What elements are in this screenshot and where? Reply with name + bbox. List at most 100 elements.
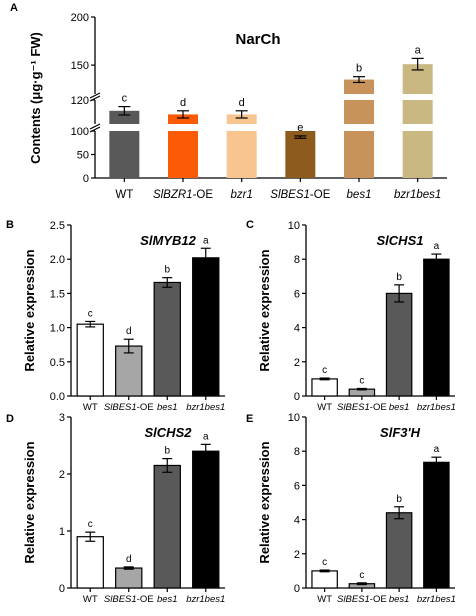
significance-letter: c [122, 93, 128, 105]
x-tick-label: bzr1bes1 [394, 189, 441, 201]
panel-b-y-tick-label: 0.0 [50, 391, 65, 403]
panel-e-y-tick-label: 10 [288, 412, 300, 424]
panel-d-bar-3 [153, 464, 181, 589]
panel-d-y-tick-label: 1 [59, 526, 65, 538]
panel-c-bar-4 [423, 258, 450, 397]
panel-e-y-tick-label: 6 [294, 480, 300, 492]
panel-b-x-tick-label: bes1 [157, 402, 178, 413]
x-tick-label: bes1 [347, 189, 372, 201]
panel-c-bar-3 [385, 292, 413, 397]
panel-d-x-tick-label: bes1 [157, 594, 178, 605]
y-tick-label: 100 [71, 126, 89, 138]
panel-c-significance-letter: c [322, 365, 327, 376]
panel-d-x-tick-label: WT [83, 594, 98, 605]
panel-e-x-tick-label: bes1 [389, 594, 410, 605]
panel-e-y-tick-label: 0 [294, 583, 300, 595]
panel-c-bar-1 [311, 378, 338, 397]
panel-c-title: SlCHS1 [377, 233, 424, 248]
panel-e-title: SlF3'H [380, 425, 421, 440]
panel-e-significance-letter: c [359, 570, 364, 581]
bar-6-lower [402, 131, 433, 178]
bar-5-upper [344, 79, 374, 94]
bar-2-upper [168, 114, 198, 124]
panel-c-significance-letter: a [434, 241, 440, 252]
bar-3-upper [226, 114, 257, 124]
panel-e-label: E [246, 413, 253, 425]
panel-b-significance-letter: d [126, 326, 132, 337]
panel-d-y-tick-label: 0 [59, 583, 65, 595]
panel-e-x-tick-label: SlBES1-OE [337, 594, 387, 605]
panel-b-bar-1 [76, 323, 104, 397]
panel-b-label: B [6, 219, 14, 231]
panel-c-x-tick-label: WT [317, 402, 332, 413]
panel-d-significance-letter: a [203, 431, 209, 442]
panel-d-significance-letter: d [126, 554, 132, 565]
significance-letter: e [297, 122, 303, 134]
panel-e-significance-letter: a [434, 444, 440, 455]
panel-c-significance-letter: b [396, 272, 402, 283]
panel-d-title: SlCHS2 [145, 425, 193, 440]
axis-break-mark-low-2 [89, 123, 101, 130]
panel-b-x-tick-label: bzr1bes1 [186, 402, 225, 413]
panel-b-significance-letter: b [164, 265, 170, 276]
panel-c-significance-letter: c [359, 375, 364, 386]
panel-b-bar-3 [153, 281, 181, 397]
y-tick-label: 200 [71, 12, 89, 24]
bar-6-middle [402, 100, 433, 124]
panel-b-y-tick-label: 2.5 [50, 220, 65, 232]
y-axis-label: Contents (μg·g⁻¹ FW) [28, 32, 43, 164]
panel-e-y-tick-label: 8 [294, 446, 300, 458]
bar-3-lower [226, 131, 257, 178]
panel-b-title: SlMYB12 [140, 233, 196, 248]
significance-letter: a [415, 44, 422, 56]
panel-d-label: D [6, 413, 14, 425]
panel-d-y-tick-label: 3 [59, 412, 65, 424]
bar-5-lower [344, 131, 374, 178]
panel-b-significance-letter: c [88, 308, 93, 319]
panel-b-bar-2 [115, 345, 143, 397]
axis-break-mark-high-2 [89, 92, 101, 99]
panel-e-x-tick-label: bzr1bes1 [417, 594, 456, 605]
panel-c-y-tick-label: 4 [294, 323, 300, 335]
panel-e-x-tick-label: WT [317, 594, 332, 605]
panel-c-y-tick-label: 6 [294, 288, 300, 300]
panel-b-bar-4 [192, 257, 220, 397]
panel-e-bar-1 [311, 570, 338, 589]
y-tick-label: 50 [77, 150, 89, 162]
panel-b-y-tick-label: 0.5 [50, 357, 65, 369]
panel-e-bar-3 [385, 512, 413, 589]
panel-b-x-tick-label: WT [83, 402, 98, 413]
panel-c-x-tick-label: bzr1bes1 [417, 402, 456, 413]
panel-b-significance-letter: a [203, 235, 209, 246]
panel-e-bar-4 [423, 461, 450, 589]
panel-b-y-axis-label: Relative expression [22, 249, 37, 371]
panel-c-y-tick-label: 10 [288, 220, 300, 232]
bar-5-middle [344, 100, 374, 124]
panel-e-y-axis-label: Relative expression [257, 441, 272, 563]
panel-e-y-tick-label: 2 [294, 549, 300, 561]
significance-letter: d [239, 97, 245, 109]
y-tick-label: 120 [71, 95, 89, 107]
panel-e-significance-letter: c [322, 557, 327, 568]
chart-title: NarCh [235, 31, 280, 48]
panel-b-x-tick-label: SlBES1-OE [104, 402, 154, 413]
panel-d-x-tick-label: SlBES1-OE [104, 594, 154, 605]
x-tick-label: bzr1 [230, 189, 252, 201]
panel-d-y-axis-label: Relative expression [22, 441, 37, 563]
panel-d-y-tick-label: 2 [59, 469, 65, 481]
y-tick-label: 0 [83, 173, 89, 185]
panel-c-y-axis-label: Relative expression [257, 249, 272, 371]
significance-letter: b [356, 63, 362, 75]
panel-c-x-tick-label: SlBES1-OE [337, 402, 387, 413]
panel-d-significance-letter: b [164, 446, 170, 457]
panel-d-bar-2 [115, 567, 143, 589]
bar-1-upper [109, 110, 140, 124]
panel-c-label: C [246, 219, 254, 231]
panel-label-a: A [10, 2, 18, 14]
x-tick-label: SlBZR1-OE [153, 189, 213, 201]
bar-1-lower [109, 131, 140, 178]
panel-d-bar-4 [192, 450, 220, 589]
panel-c-y-tick-label: 2 [294, 357, 300, 369]
panel-c-y-tick-label: 0 [294, 391, 300, 403]
